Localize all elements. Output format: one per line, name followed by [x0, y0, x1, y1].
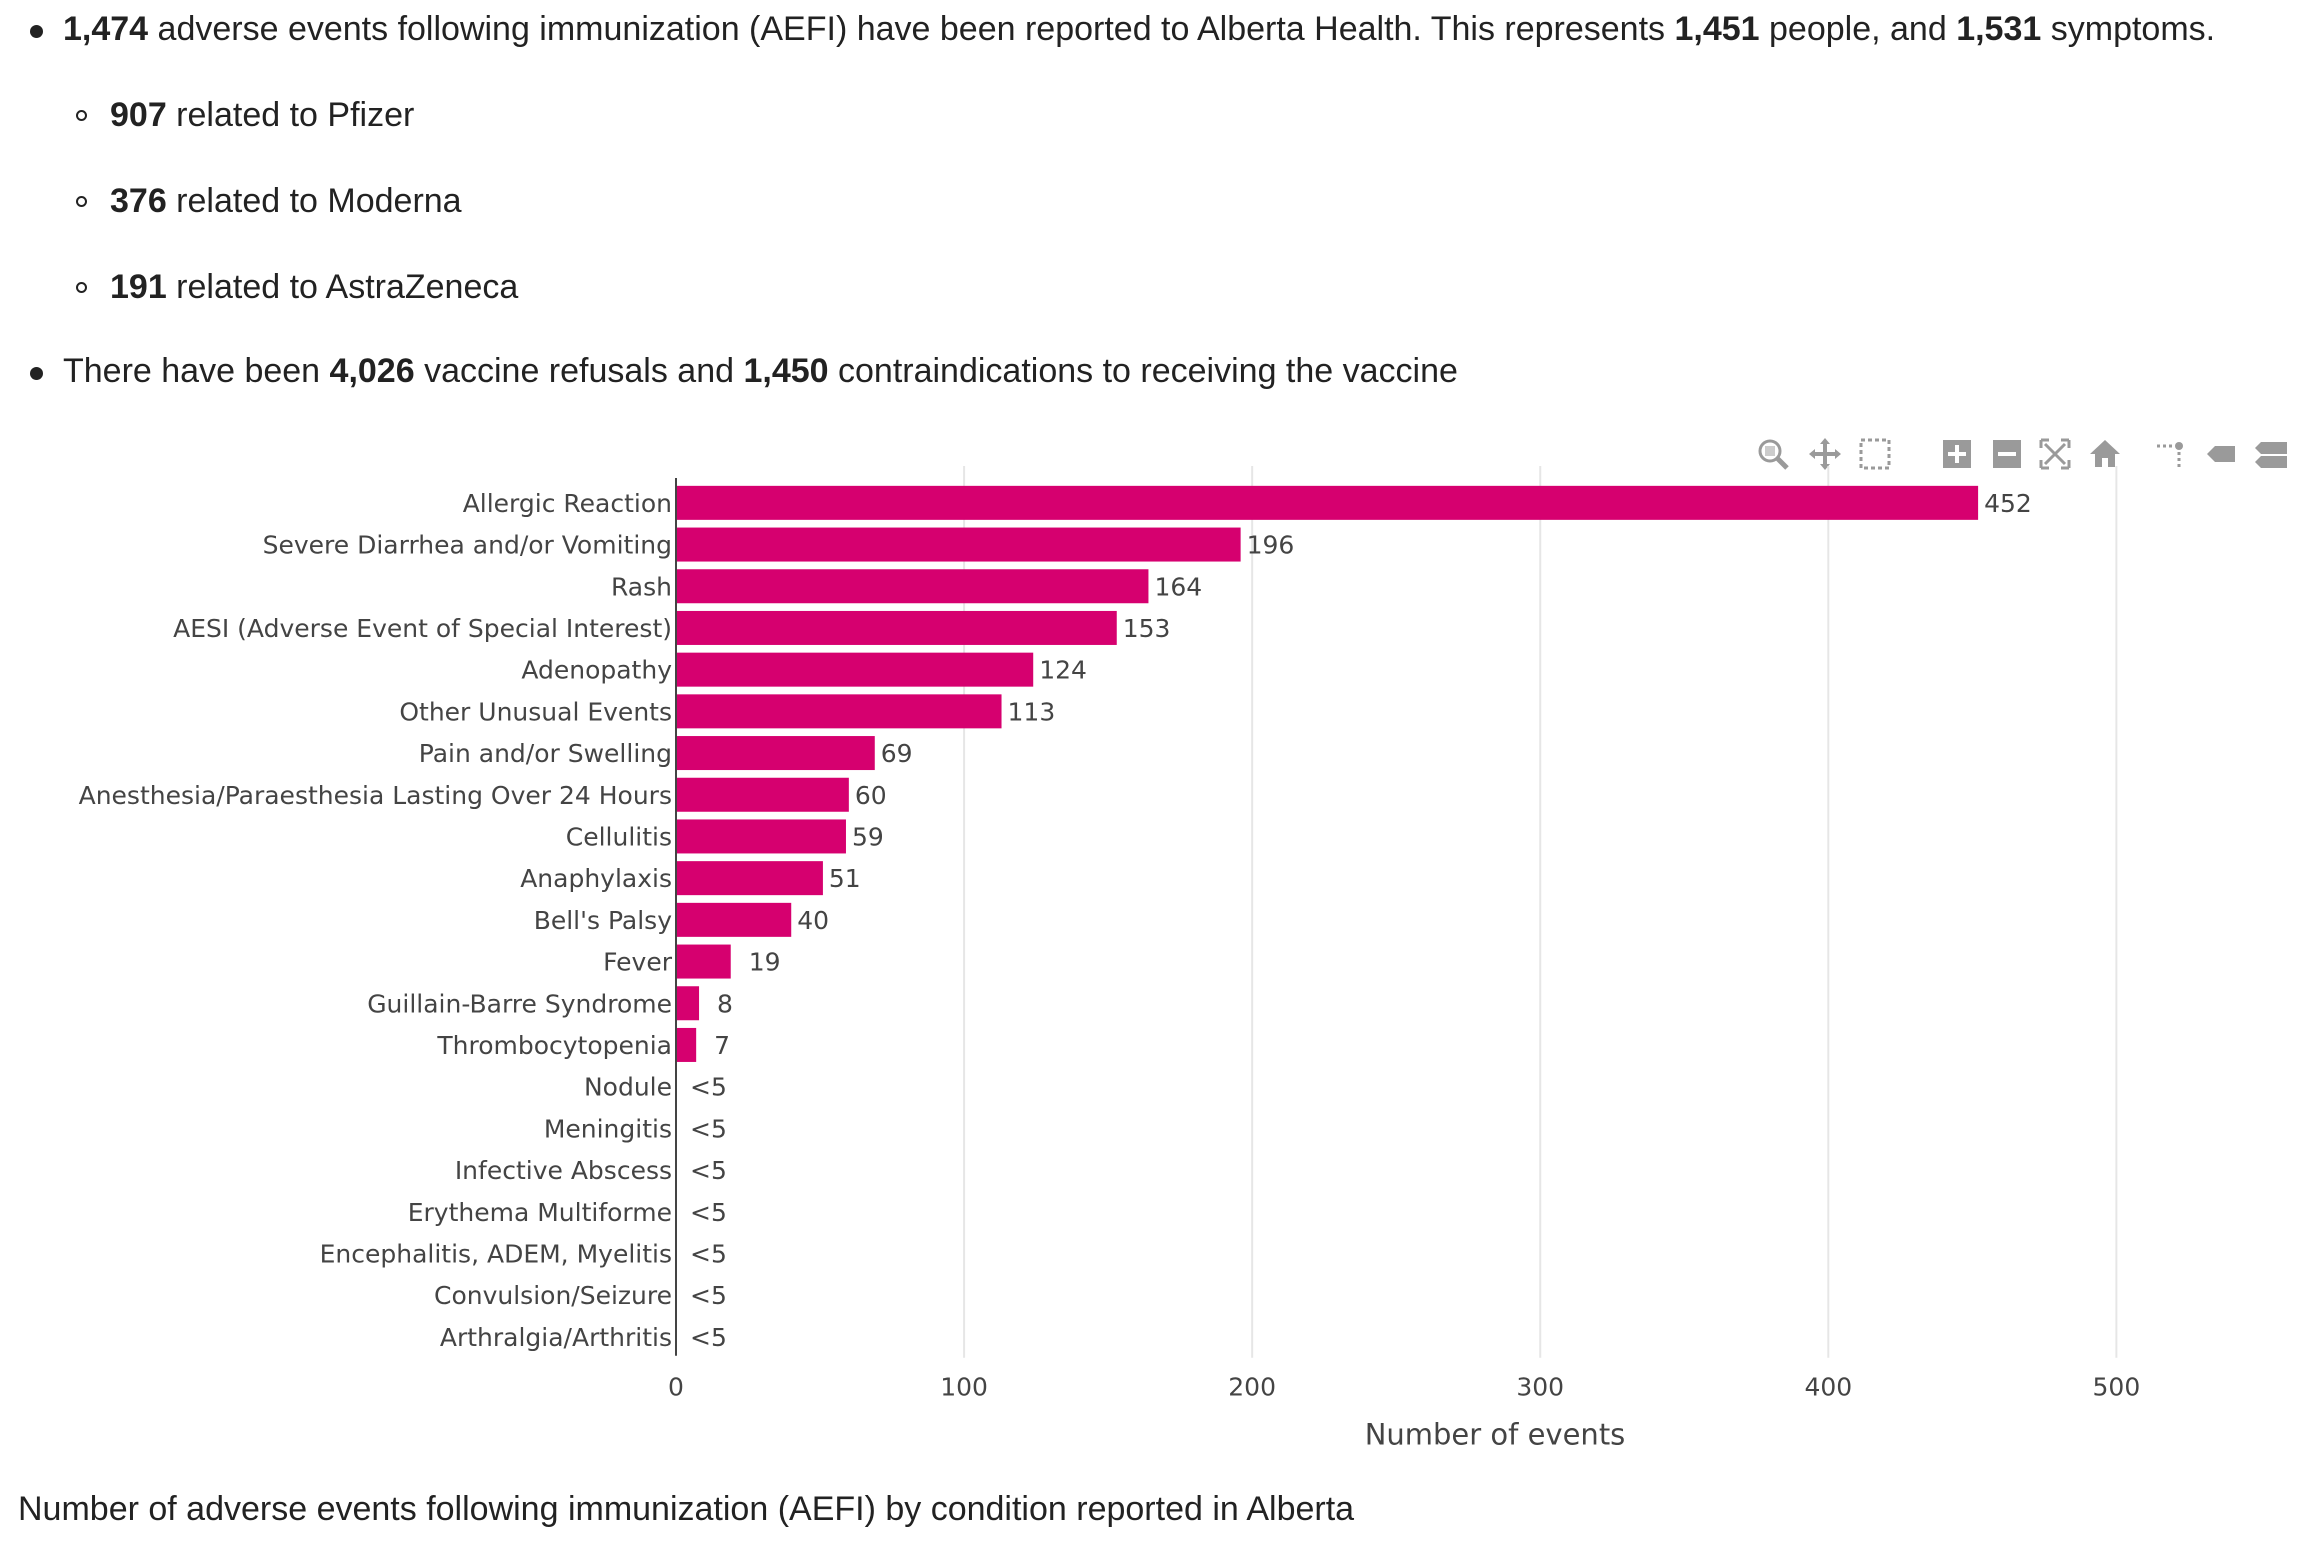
category-label: Anaphylaxis — [520, 864, 672, 893]
bar — [676, 944, 731, 979]
value-label: <5 — [690, 1323, 727, 1352]
category-label: Meningitis — [544, 1114, 672, 1143]
sub-bullet-moderna: 376 related to Moderna — [110, 182, 462, 220]
category-label: Guillain-Barre Syndrome — [367, 989, 672, 1018]
value-label: <5 — [690, 1239, 727, 1268]
bar — [676, 861, 823, 896]
sub-bullet-pfizer: 907 related to Pfizer — [110, 96, 415, 134]
value-label: 196 — [1247, 531, 1295, 560]
value-label: 452 — [1984, 489, 2032, 518]
bar — [676, 652, 1034, 687]
x-tick-label: 200 — [1228, 1373, 1276, 1402]
bar — [676, 610, 1117, 645]
category-label: Other Unusual Events — [399, 697, 672, 726]
x-tick-label: 300 — [1516, 1373, 1564, 1402]
zoom-out-icon[interactable] — [1989, 436, 2025, 472]
value-label: 113 — [1008, 697, 1056, 726]
x-tick-label: 500 — [2093, 1373, 2141, 1402]
hover-closest-icon[interactable] — [2203, 436, 2239, 472]
contraindication-count: 1,450 — [743, 352, 829, 390]
value-label: 164 — [1154, 572, 1202, 601]
value-label: <5 — [690, 1198, 727, 1227]
aefi-bar-chart: 0 100 200 300 400 500 Allergic Reaction 452 Seve… — [79, 466, 2141, 1452]
chart-caption: Number of adverse events following immun… — [18, 1490, 1355, 1528]
bar — [676, 569, 1149, 604]
bar — [676, 819, 846, 854]
category-label: Encephalitis, ADEM, Myelitis — [320, 1239, 672, 1268]
category-label: Rash — [611, 572, 672, 601]
value-label: 124 — [1039, 656, 1087, 685]
bar — [676, 694, 1002, 729]
category-label: Cellulitis — [566, 822, 672, 851]
box-select-icon[interactable] — [1857, 436, 1893, 472]
value-label: 40 — [797, 906, 829, 935]
pan-icon[interactable] — [1807, 436, 1843, 472]
sub-bullet-circle — [76, 282, 87, 293]
category-label: Pain and/or Swelling — [419, 739, 672, 768]
bar — [676, 1027, 697, 1062]
refusal-count: 4,026 — [329, 352, 415, 390]
value-label: 51 — [829, 864, 861, 893]
value-label: 7 — [714, 1031, 730, 1060]
category-label: Severe Diarrhea and/or Vomiting — [263, 531, 672, 560]
category-label: Arthralgia/Arthritis — [440, 1323, 672, 1352]
zoom-in-icon[interactable] — [1939, 436, 1975, 472]
x-tick-label: 100 — [940, 1373, 988, 1402]
category-label: Bell's Palsy — [534, 906, 673, 935]
bullet-dot — [30, 367, 43, 380]
value-label: <5 — [690, 1073, 727, 1102]
bar — [676, 527, 1241, 562]
value-label: <5 — [690, 1156, 727, 1185]
category-label: Adenopathy — [521, 656, 672, 685]
bullet-aefi-summary: 1,474 adverse events following immunizat… — [63, 10, 2216, 48]
sub-bullet-circle — [76, 196, 87, 207]
category-label: Thrombocytopenia — [436, 1031, 672, 1060]
hover-compare-icon[interactable] — [2253, 436, 2289, 472]
value-label: 8 — [717, 989, 733, 1018]
value-label: 19 — [749, 948, 781, 977]
category-label: Nodule — [584, 1073, 672, 1102]
value-label: <5 — [690, 1114, 727, 1143]
value-label: 69 — [881, 739, 913, 768]
value-label: <5 — [690, 1281, 727, 1310]
category-label: Fever — [603, 948, 673, 977]
bar — [676, 986, 700, 1021]
sub-bullet-astrazeneca: 191 related to AstraZeneca — [110, 268, 519, 306]
category-label: Erythema Multiforme — [408, 1198, 672, 1227]
bullet-refusals: There have been 4,026 vaccine refusals a… — [63, 352, 1458, 390]
symptom-count: 1,531 — [1956, 10, 2042, 48]
value-label: 153 — [1123, 614, 1171, 643]
bar — [676, 777, 849, 812]
x-axis-title: Number of events — [1365, 1418, 1626, 1452]
bullet-dot — [30, 25, 43, 38]
value-label: 60 — [855, 781, 887, 810]
category-label: Anesthesia/Paraesthesia Lasting Over 24 … — [79, 781, 672, 810]
zoom-icon[interactable] — [1755, 436, 1791, 472]
category-label: AESI (Adverse Event of Special Interest) — [173, 614, 672, 643]
category-label: Convulsion/Seizure — [434, 1281, 672, 1310]
bar — [676, 485, 1979, 520]
bar — [676, 902, 792, 937]
people-count: 1,451 — [1674, 10, 1760, 48]
value-label: 59 — [852, 822, 884, 851]
x-tick-label: 400 — [1804, 1373, 1852, 1402]
x-tick-label: 0 — [668, 1373, 684, 1402]
aefi-count: 1,474 — [63, 10, 149, 48]
bar — [676, 736, 875, 771]
category-label: Allergic Reaction — [463, 489, 672, 518]
reset-axes-icon[interactable] — [2087, 436, 2123, 472]
autoscale-icon[interactable] — [2037, 436, 2073, 472]
category-label: Infective Abscess — [455, 1156, 672, 1185]
spike-lines-icon[interactable] — [2153, 436, 2189, 472]
sub-bullet-circle — [76, 110, 87, 121]
